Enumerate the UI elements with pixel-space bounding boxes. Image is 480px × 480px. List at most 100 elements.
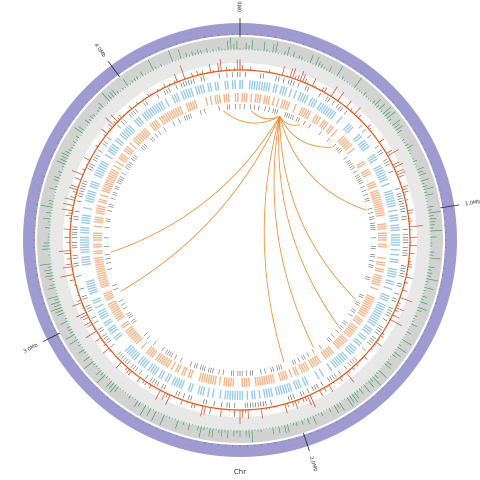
gc-bar — [384, 363, 391, 369]
gc-bar — [416, 309, 422, 313]
rna-mark — [369, 216, 375, 218]
tick-label: 1.0Mb — [465, 199, 480, 207]
forward-gene — [121, 131, 129, 139]
gc-bar — [292, 422, 295, 426]
forward-gene — [89, 185, 99, 190]
rna-mark — [105, 218, 111, 220]
minor-tick — [409, 354, 412, 356]
minor-tick — [432, 309, 435, 311]
minor-tick — [90, 96, 93, 98]
feature-mark — [161, 383, 164, 389]
gc-bar — [105, 376, 108, 379]
forward-gene — [370, 314, 380, 320]
reverse-gene — [107, 174, 117, 180]
depth-bar — [407, 266, 413, 268]
forward-gene — [297, 91, 302, 101]
gc-bar — [107, 94, 113, 100]
minor-tick — [86, 101, 88, 103]
reverse-gene — [95, 263, 105, 266]
gc-bar — [129, 83, 131, 85]
feature-mark — [128, 113, 133, 118]
gc-bar — [58, 171, 63, 174]
depth-bar — [297, 399, 300, 404]
reverse-gene — [162, 114, 169, 123]
forward-gene — [297, 379, 302, 389]
depth-bar — [191, 72, 193, 77]
gc-bar — [74, 336, 77, 338]
minor-tick — [329, 53, 331, 56]
rna-mark — [132, 156, 137, 160]
reverse-gene — [132, 333, 140, 342]
reverse-gene — [371, 281, 381, 287]
forward-gene — [164, 98, 170, 107]
depth-bar — [304, 396, 308, 402]
gc-bar — [341, 400, 343, 402]
reverse-gene — [322, 349, 329, 358]
depth-bar — [180, 399, 183, 405]
depth-bar — [260, 408, 263, 419]
forward-gene — [157, 369, 164, 379]
forward-gene — [110, 328, 119, 335]
reverse-gene — [373, 273, 383, 278]
reverse-gene — [335, 338, 343, 347]
feature-mark — [180, 82, 183, 88]
rna-mark — [284, 111, 287, 117]
minor-tick — [336, 420, 338, 423]
feature-mark — [337, 105, 342, 110]
forward-gene — [171, 94, 177, 104]
forward-gene — [288, 382, 293, 392]
reverse-gene — [137, 133, 145, 142]
forward-gene — [288, 88, 293, 98]
depth-bar — [356, 363, 359, 366]
rna-mark — [361, 189, 367, 193]
feature-mark — [371, 335, 377, 339]
gc-bar — [336, 66, 343, 77]
minor-tick — [169, 432, 171, 435]
depth-bar — [287, 403, 289, 408]
rna-mark — [140, 146, 145, 151]
reverse-gene — [338, 335, 347, 343]
depth-bar — [409, 225, 423, 228]
depth-bar — [386, 149, 393, 154]
depth-bar — [309, 394, 316, 408]
forward-gene — [376, 303, 386, 309]
gc-bar — [351, 393, 358, 403]
gc-bar — [78, 349, 85, 354]
gc-bar — [358, 388, 364, 395]
depth-bar — [299, 398, 301, 401]
rna-mark — [170, 352, 174, 358]
minor-tick — [401, 366, 404, 368]
reverse-gene — [254, 93, 257, 103]
forward-gene — [219, 389, 222, 399]
rna-mark — [154, 133, 159, 138]
reverse-gene — [214, 95, 217, 105]
gc-bar — [145, 73, 147, 76]
depth-bar — [390, 319, 402, 326]
minor-tick — [401, 112, 404, 114]
forward-gene — [131, 351, 139, 359]
forward-gene — [248, 80, 251, 90]
reverse-gene — [372, 277, 382, 282]
gc-bar — [139, 76, 141, 79]
forward-gene — [318, 103, 325, 112]
rna-mark — [168, 351, 172, 357]
forward-gene — [283, 384, 288, 394]
forward-gene — [328, 110, 335, 119]
rna-mark — [189, 113, 193, 119]
forward-gene — [87, 285, 97, 291]
gc-bar — [363, 384, 371, 393]
axis-label: Chr — [234, 468, 246, 476]
gc-bar — [54, 298, 60, 301]
rna-mark — [370, 224, 376, 226]
depth-bar — [397, 174, 405, 178]
reverse-gene — [320, 351, 327, 360]
rna-mark — [359, 293, 365, 297]
depth-bar — [319, 390, 323, 397]
reverse-gene — [147, 347, 155, 356]
reverse-gene — [95, 209, 106, 213]
forward-gene — [386, 199, 396, 204]
reverse-gene — [227, 377, 230, 387]
minor-tick — [76, 366, 79, 368]
forward-gene — [164, 373, 170, 382]
depth-bar — [196, 70, 199, 76]
